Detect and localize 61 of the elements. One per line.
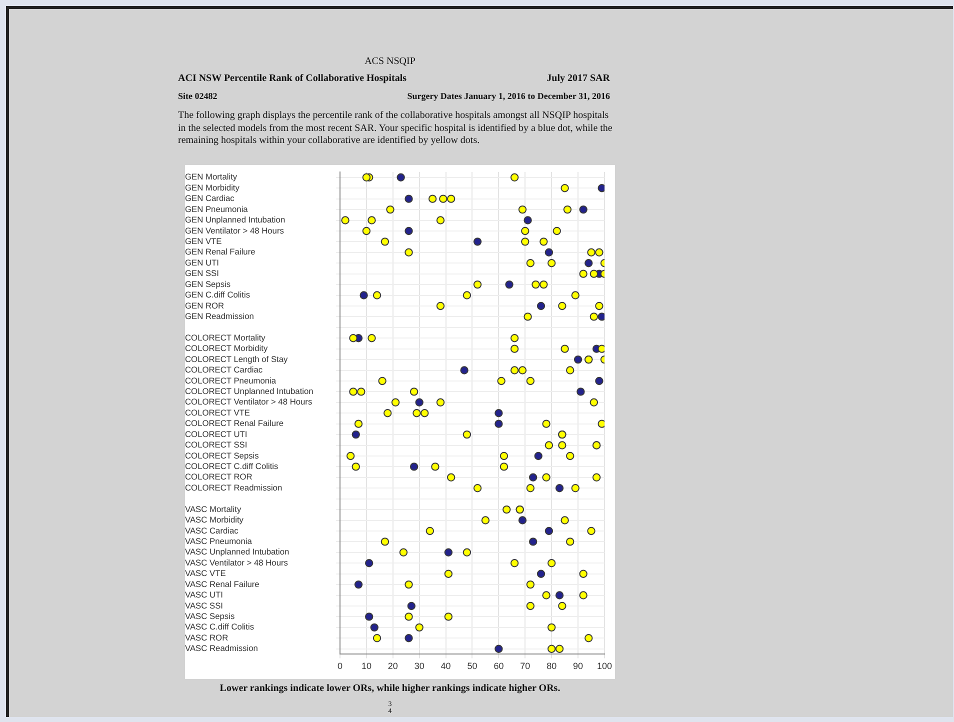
y-tick-label: VASC Readmission [185,643,258,654]
y-tick-label: COLORECT SSI [185,440,248,450]
y-tick-label: VASC Renal Failure [185,578,260,589]
y-tick-label: COLORECT Sepsis [185,450,259,460]
y-tick-label: VASC Unplanned Intubation [185,546,290,557]
x-tick-label: 100 [596,661,612,672]
y-tick-label: COLORECT Unplanned Intubation [185,386,314,396]
y-tick-label: VASC ROR [185,632,228,642]
text: Surgery Dates January 1, 2016 to December 31, 2016 [407,91,610,101]
x-tick-label: 30 [414,661,424,672]
y-tick-label: GEN C.diff Colitis [185,290,250,300]
y-tick-label: GEN Ventilator > 48 Hours [185,225,284,236]
x-tick-label: 40 [440,661,451,672]
x-tick-label: 70 [520,661,530,672]
y-tick-label: GEN SSI [185,268,219,278]
text: Lower rankings indicate lower ORs, while higher rankings indicate higher ORs. [218,683,562,694]
x-tick-label: 20 [388,661,398,672]
x-tick-label: 80 [546,661,557,672]
y-tick-label: VASC SSI [185,600,224,610]
y-tick-label: VASC Sepsis [185,611,235,622]
y-tick-label: COLORECT Mortality [185,332,266,342]
y-tick-label: COLORECT C.diff Colitis [185,461,278,472]
y-tick-label: VASC Ventilator > 48 Hours [185,557,288,568]
y-tick-label: VASC C.diff Colitis [185,622,254,632]
y-tick-label: GEN Morbidity [185,182,240,192]
y-tick-label: VASC UTI [185,590,224,600]
text: The following graph displays the percentile rank of the collaborative hospitals amongst all NSQIP hospitals in the selected models from the most recent SAR. Your specific hospital is identified by a blue dot, while the remaining hospitals within your collaborative are identified by yellow dots. [178,110,614,148]
y-tick-label: GEN VTE [185,236,222,246]
y-tick-label: COLORECT Length of Stay [185,354,289,364]
y-tick-label: VASC Cardiac [185,525,238,536]
y-tick-label: GEN Cardiac [185,193,234,204]
y-tick-label: COLORECT Renal Failure [185,418,284,428]
y-tick-label: VASC Morbidity [185,514,244,525]
x-tick-label: 0 [337,661,343,672]
y-tick-label: GEN Pneumonia [185,204,248,214]
y-tick-label: COLORECT Readmission [185,482,282,492]
y-tick-label: COLORECT ROR [185,472,252,482]
y-tick-label: COLORECT VTE [185,407,250,418]
text: July 2017 SAR [546,73,610,84]
y-tick-label: VASC Pneumonia [185,536,252,546]
y-tick-label: GEN Unplanned Intubation [185,214,286,225]
y-tick-label: COLORECT Pneumonia [185,375,276,386]
text: Site 02482 [178,91,218,101]
chart-title: ACI NSW Percentile Rank of Collaborative Hospitals [178,73,407,84]
y-tick-label: VASC VTE [185,568,226,578]
x-tick-label: 60 [494,661,504,672]
x-tick-label: 50 [467,661,478,672]
y-tick-label: GEN UTI [185,257,219,268]
y-tick-label: GEN ROR [185,300,224,310]
x-tick-label: 10 [361,661,372,672]
y-tick-label: COLORECT Morbidity [185,343,268,354]
y-tick-label: GEN Renal Failure [185,246,256,257]
y-tick-label: COLORECT UTI [185,428,248,439]
y-tick-label: GEN Readmission [185,311,254,322]
y-tick-label: VASC Mortality [185,504,242,514]
text: ACS NSQIP [364,56,416,67]
y-tick-label: GEN Mortality [185,172,238,182]
x-tick-label: 90 [573,661,584,672]
y-tick-label: COLORECT Ventilator > 48 Hours [185,396,312,407]
y-tick-label: GEN Sepsis [185,278,231,289]
y-tick-label: COLORECT Cardiac [185,364,263,375]
